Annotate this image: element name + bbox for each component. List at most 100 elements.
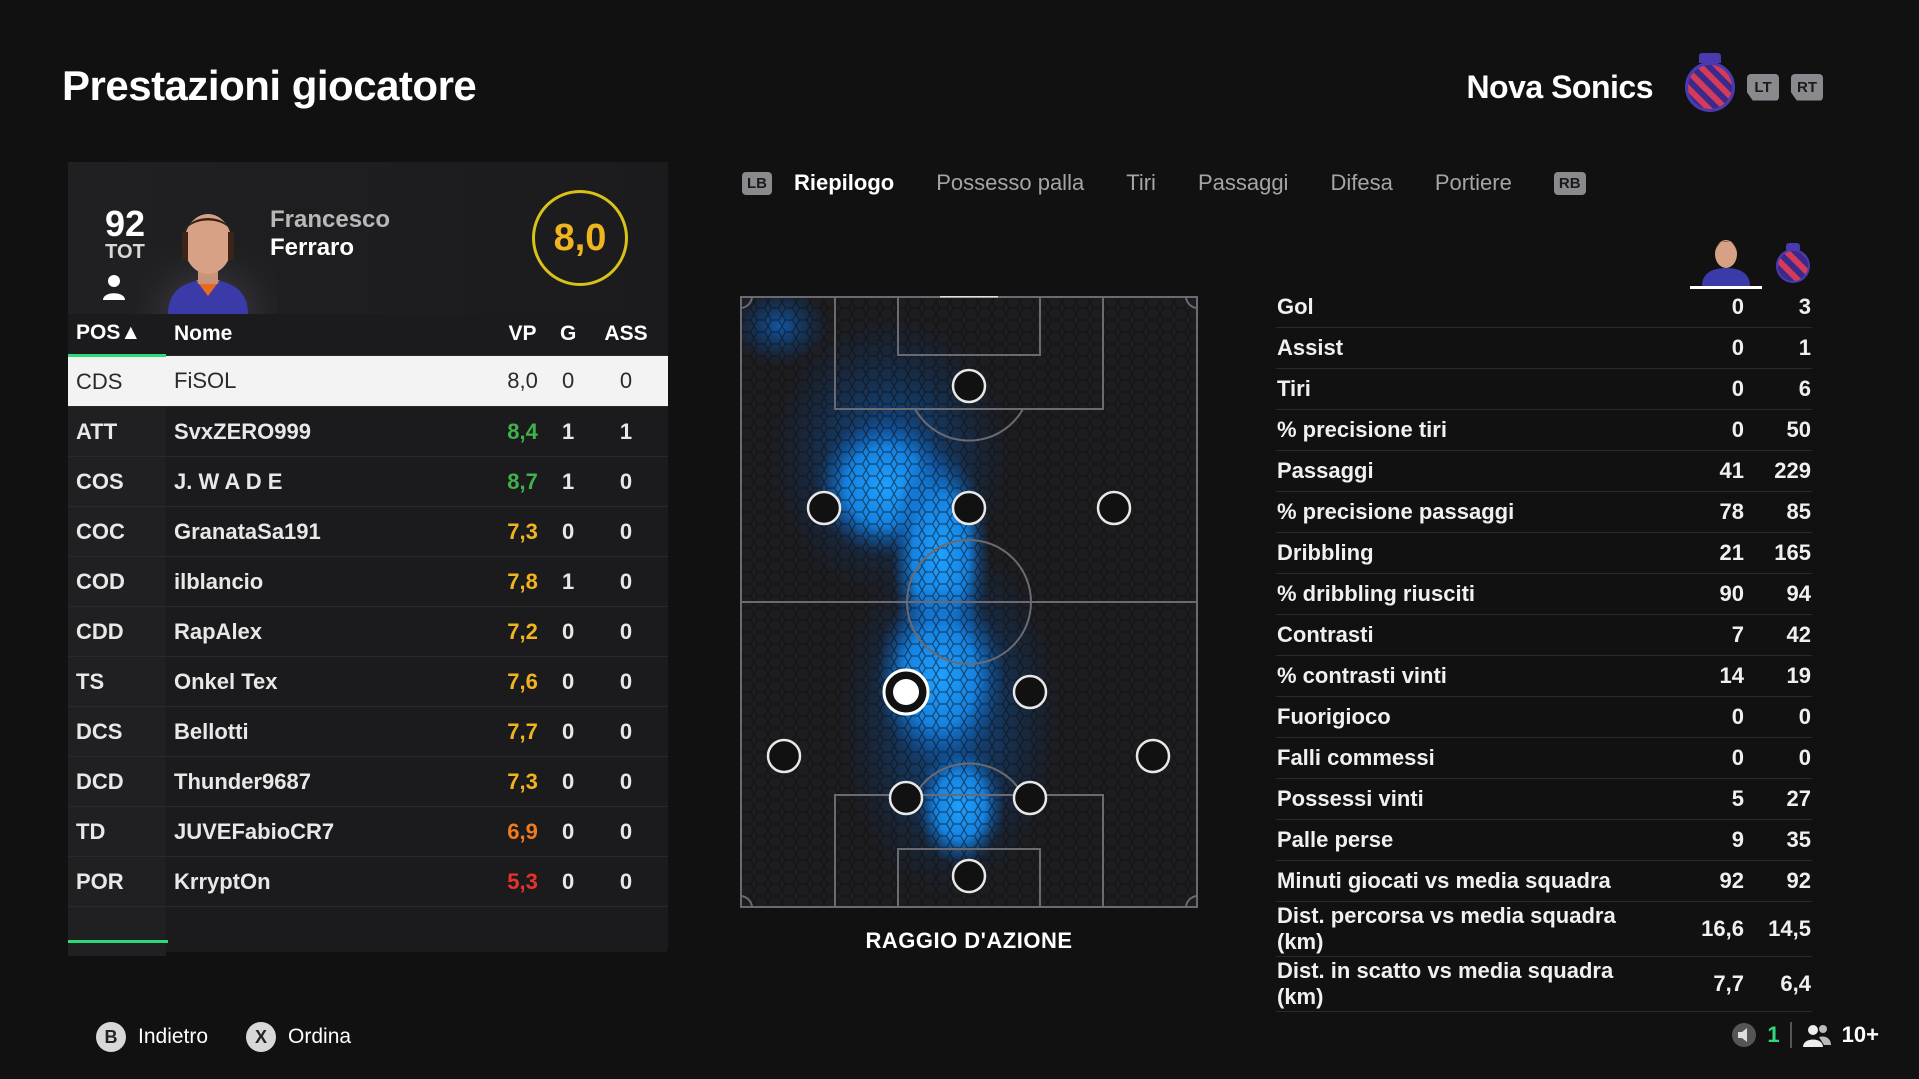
position-marker xyxy=(951,858,987,894)
player-row[interactable]: DCD Thunder9687 7,3 0 0 xyxy=(68,756,668,807)
team-mini-crest-icon xyxy=(1776,249,1810,283)
player-row-vp: 7,3 xyxy=(492,756,553,807)
player-row-assists: 0 xyxy=(584,756,668,807)
stat-label: % contrasti vinti xyxy=(1276,655,1648,697)
player-row-name: RapAlex xyxy=(166,606,493,657)
stat-player-value: 90 xyxy=(1648,573,1750,615)
stat-team-value: 35 xyxy=(1750,819,1812,861)
player-row-vp: 8,0 xyxy=(492,355,553,407)
lt-button[interactable]: LT xyxy=(1747,73,1779,101)
player-row[interactable]: ATT SvxZERO999 8,4 1 1 xyxy=(68,406,668,457)
stat-label: Gol xyxy=(1276,287,1648,328)
stat-player-value: 0 xyxy=(1648,368,1750,410)
players-count: 10+ xyxy=(1841,1022,1879,1047)
selected-player-marker-dot xyxy=(893,679,919,705)
x-button-icon[interactable]: X xyxy=(246,1022,277,1052)
header-g[interactable]: G xyxy=(559,321,577,345)
player-row-name: J. W A D E xyxy=(166,456,493,507)
player-row[interactable]: TS Onkel Tex 7,6 0 0 xyxy=(68,656,668,707)
player-row-goals: 0 xyxy=(552,355,585,407)
position-marker xyxy=(1135,738,1171,774)
player-row-vp: 7,2 xyxy=(492,606,553,657)
stat-row: Contrasti 7 42 xyxy=(1276,614,1812,656)
team-header: Nova Sonics LT RT xyxy=(1466,62,1823,112)
position-markers xyxy=(766,368,1171,894)
stat-player-value: 0 xyxy=(1648,696,1750,738)
stat-row: % precisione tiri 0 50 xyxy=(1276,409,1812,451)
tab-tiri[interactable]: Tiri xyxy=(1126,170,1156,195)
player-row-pos: TS xyxy=(68,656,166,707)
stat-player-value: 0 xyxy=(1648,327,1750,369)
stat-player-value: 0 xyxy=(1648,409,1750,451)
stat-team-value: 0 xyxy=(1750,737,1812,779)
player-row[interactable]: DCS Bellotti 7,7 0 0 xyxy=(68,706,668,757)
player-name: Francesco Ferraro xyxy=(270,206,390,262)
rt-button[interactable]: RT xyxy=(1791,73,1823,101)
stat-row: % dribbling riusciti 90 94 xyxy=(1276,573,1812,615)
stat-row: Minuti giocati vs media squadra 92 92 xyxy=(1276,860,1812,902)
stats-table-body: Gol 0 3 Assist 0 1 Tiri 0 6% precisione tiri 0 50 P… xyxy=(1276,287,1812,1012)
rb-button[interactable]: RB xyxy=(1553,171,1586,195)
player-row-name: Onkel Tex xyxy=(166,656,493,707)
player-row-name: Bellotti xyxy=(166,706,493,757)
header-vp[interactable]: VP xyxy=(508,321,537,345)
stat-label: Fuorigioco xyxy=(1276,696,1648,738)
stat-player-value: 14 xyxy=(1648,655,1750,697)
player-row[interactable]: CDD RapAlex 7,2 0 0 xyxy=(68,606,668,657)
player-row[interactable]: COC GranataSa191 7,3 0 0 xyxy=(68,506,668,557)
footer-controls: B Indietro X Ordina xyxy=(96,1022,377,1052)
tab-difesa[interactable]: Difesa xyxy=(1330,170,1393,195)
b-button-icon[interactable]: B xyxy=(96,1022,126,1052)
position-marker xyxy=(888,780,924,816)
stat-label: Assist xyxy=(1276,327,1648,369)
sort-label[interactable]: Ordina xyxy=(288,1025,352,1048)
overall-label: TOT xyxy=(105,241,145,263)
position-marker xyxy=(806,490,842,526)
player-row-vp: 5,3 xyxy=(492,856,553,907)
player-row-assists: 0 xyxy=(584,606,668,657)
position-marker xyxy=(951,490,987,526)
player-list-panel: 92 TOT Francesco Ferraro xyxy=(68,162,668,956)
stat-player-value: 16,6 xyxy=(1648,901,1750,957)
player-row-pos: COC xyxy=(68,506,166,557)
stat-player-value: 41 xyxy=(1648,450,1750,492)
tab-possesso-palla[interactable]: Possesso palla xyxy=(936,170,1085,195)
player-row-pos: DCS xyxy=(68,706,166,757)
empty-cell xyxy=(166,906,668,956)
player-row[interactable]: POR KrryptOn 5,3 0 0 xyxy=(68,856,668,907)
player-row-vp: 7,6 xyxy=(492,656,553,707)
session-count: 1 xyxy=(1767,1022,1780,1047)
players-table: POS▲ Nome VP G ASS CDS FiSOL 8,0 0 0 ATT SvxZE… xyxy=(68,312,668,956)
position-marker xyxy=(1012,780,1048,816)
stat-row: % contrasti vinti 14 19 xyxy=(1276,655,1812,697)
player-row-vp: 7,8 xyxy=(492,556,553,607)
stat-player-value: 7,7 xyxy=(1648,956,1750,1012)
player-row[interactable]: COS J. W A D E 8,7 1 0 xyxy=(68,456,668,507)
header-pos[interactable]: POS▲ xyxy=(68,312,166,357)
stat-label: Dribbling xyxy=(1276,532,1648,574)
player-row-goals: 0 xyxy=(552,656,585,707)
player-row-vp: 7,7 xyxy=(492,706,553,757)
player-row-name: GranataSa191 xyxy=(166,506,493,557)
back-label[interactable]: Indietro xyxy=(138,1025,209,1048)
header-name[interactable]: Nome xyxy=(174,321,233,345)
lb-button[interactable]: LB xyxy=(742,171,772,195)
player-row[interactable]: COD ilblancio 7,8 1 0 xyxy=(68,556,668,607)
player-last-name: Ferraro xyxy=(270,234,355,261)
player-row[interactable]: CDS FiSOL 8,0 0 0 xyxy=(68,355,668,407)
tab-portiere[interactable]: Portiere xyxy=(1434,170,1512,195)
player-row-pos: ATT xyxy=(68,406,166,457)
team-name: Nova Sonics xyxy=(1466,68,1653,105)
pos-column-indicator xyxy=(68,940,168,943)
stat-team-value: 19 xyxy=(1750,655,1812,697)
stat-team-value: 94 xyxy=(1750,573,1812,615)
stat-label: Dist. in scatto vs media squadra (km) xyxy=(1276,956,1648,1012)
player-row[interactable]: TD JUVEFabioCR7 6,9 0 0 xyxy=(68,806,668,857)
heatmap-caption: RAGGIO D'AZIONE xyxy=(865,928,1073,953)
header-ass[interactable]: ASS xyxy=(604,321,648,345)
stat-label: % dribbling riusciti xyxy=(1276,573,1648,615)
tab-riepilogo[interactable]: Riepilogo xyxy=(794,170,895,195)
tab-passaggi[interactable]: Passaggi xyxy=(1197,170,1289,195)
stat-label: Falli commessi xyxy=(1276,737,1648,779)
tab-list: Riepilogo Possesso palla Tiri Passaggi Difes… xyxy=(794,170,1554,196)
